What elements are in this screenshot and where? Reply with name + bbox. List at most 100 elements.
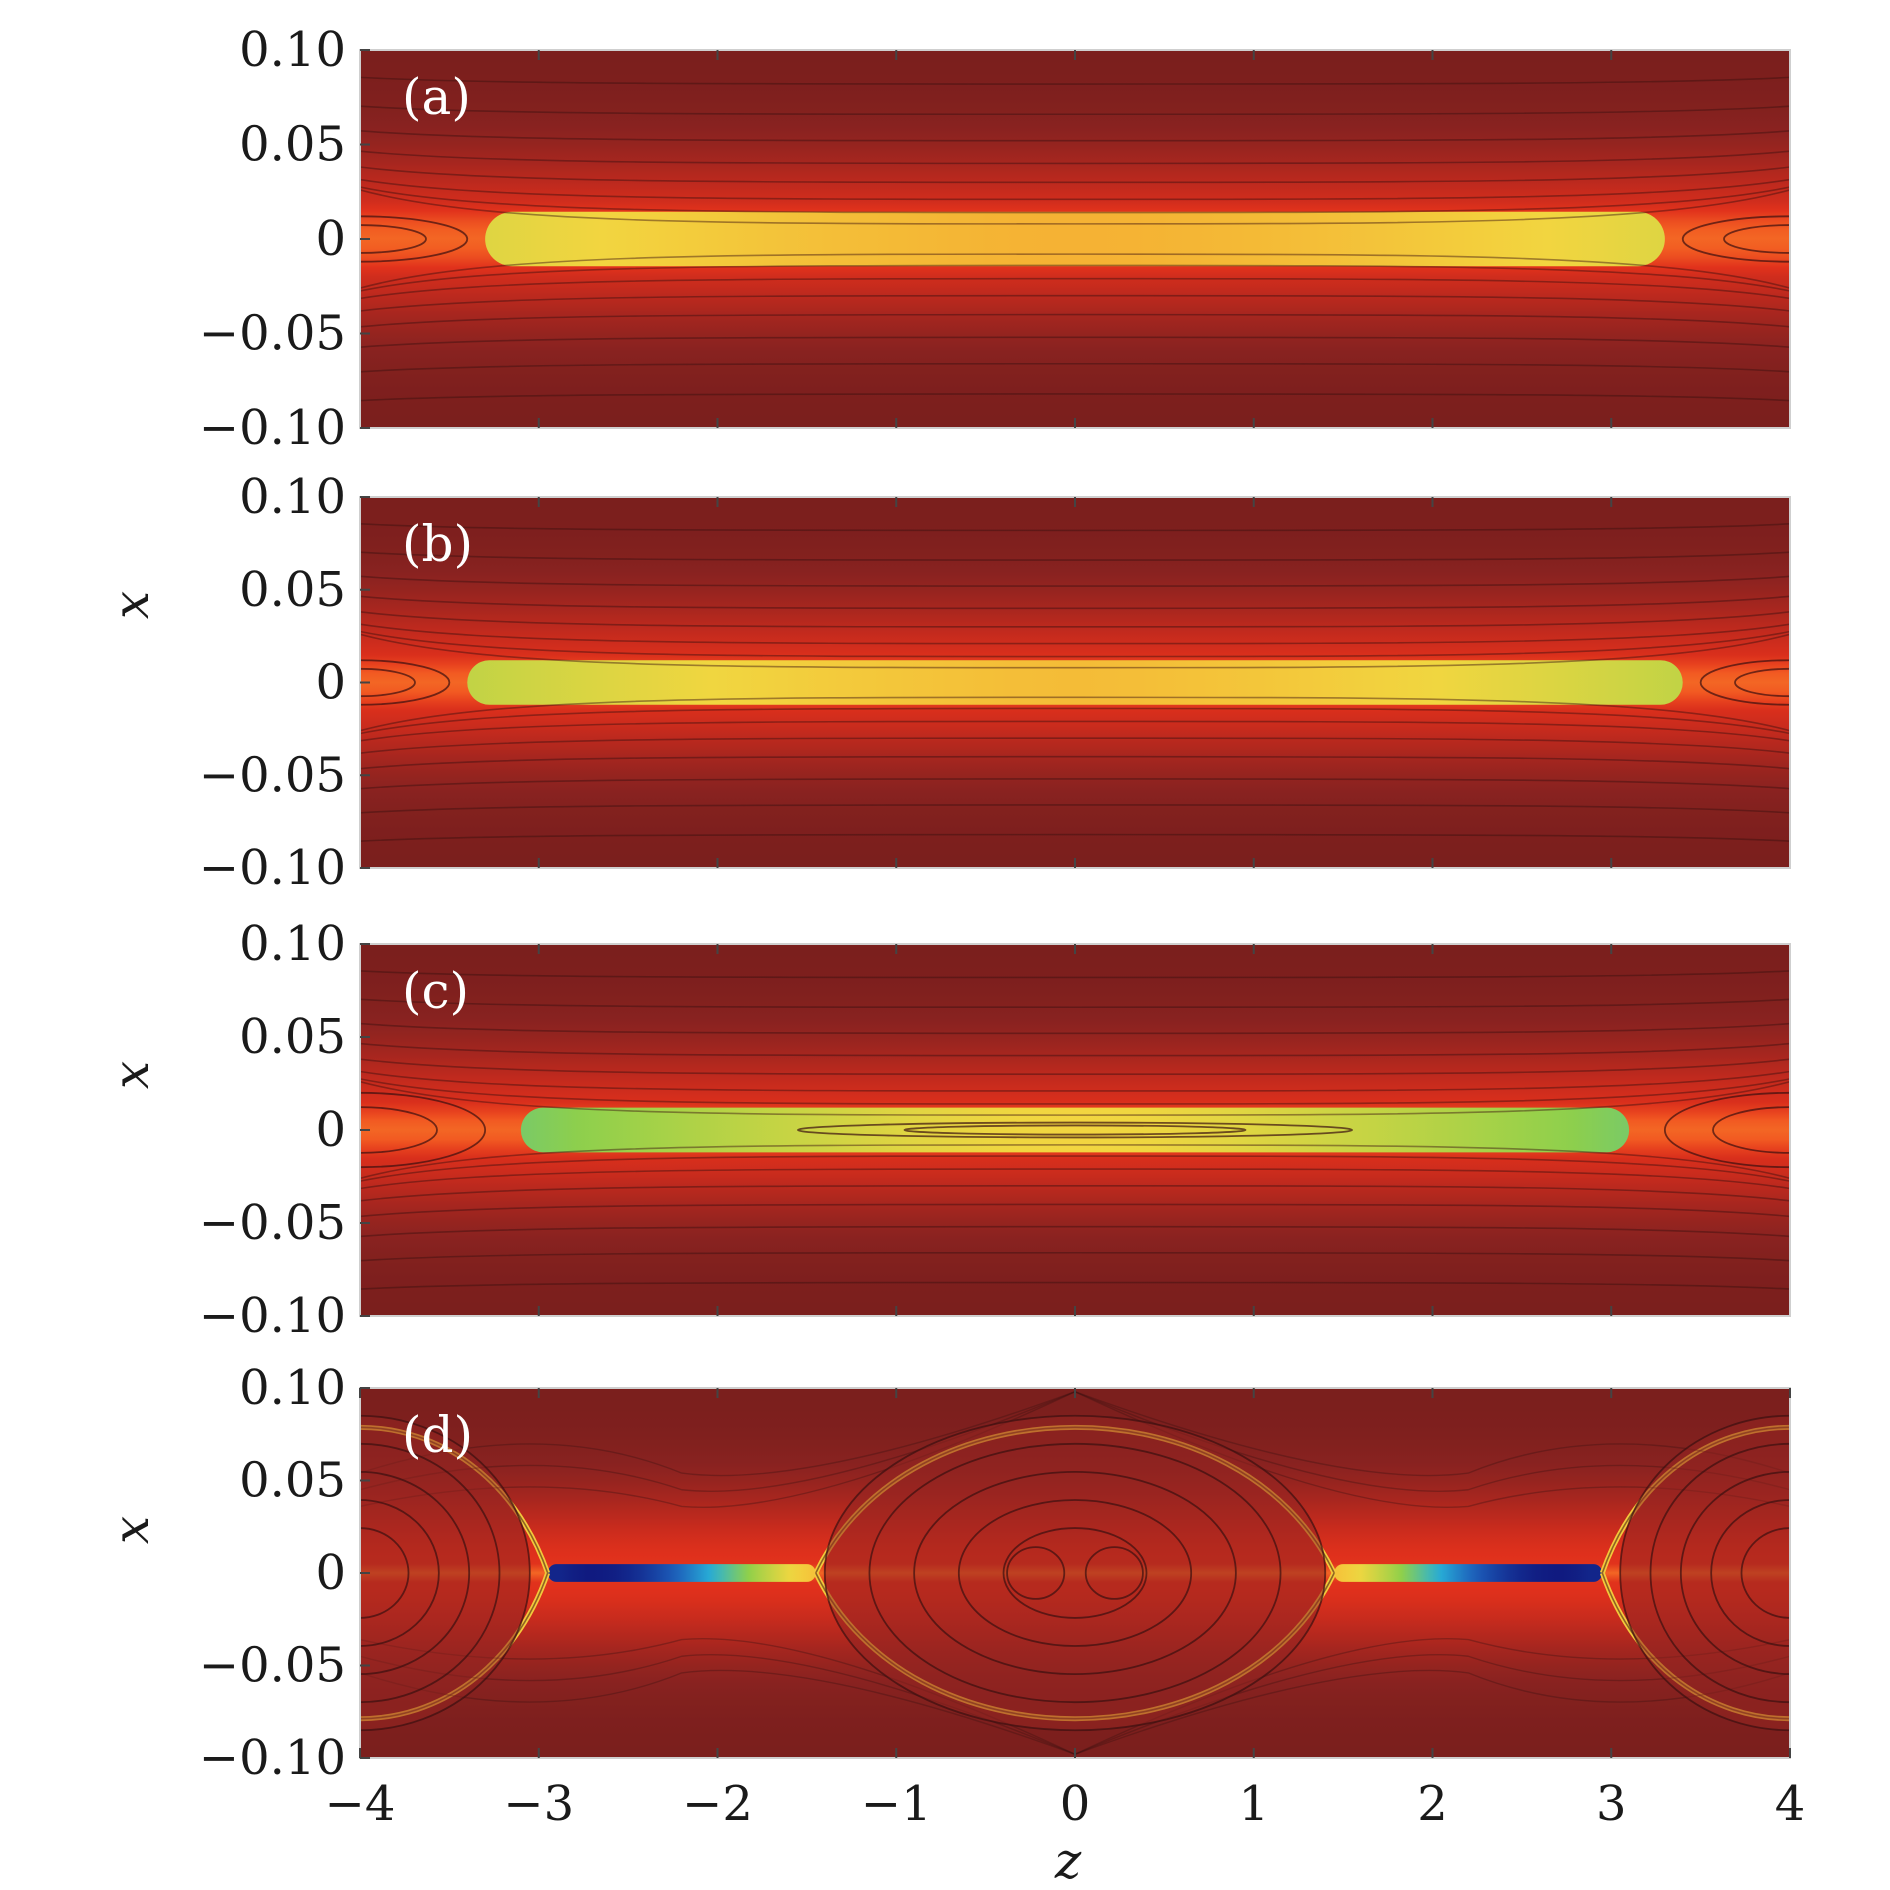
y-tick-label: −0.05 bbox=[199, 1195, 346, 1251]
contour-line bbox=[360, 1155, 1790, 1182]
island-contour bbox=[1006, 1546, 1066, 1600]
contour-line bbox=[360, 720, 1790, 742]
y-axis-label-b: x bbox=[102, 591, 160, 619]
panel-a: (a) 0.10 0.05 0 −0.05 −0.10 bbox=[199, 22, 1791, 456]
contour-line bbox=[360, 294, 1790, 312]
y-tick-label: −0.05 bbox=[199, 306, 346, 362]
contour-line bbox=[360, 623, 1790, 645]
current-sheet bbox=[485, 211, 1665, 267]
contour-line bbox=[360, 1078, 1790, 1105]
y-axis-label-c: x bbox=[102, 1061, 160, 1089]
island-contour bbox=[957, 1499, 1193, 1647]
island-contour bbox=[1679, 1471, 1790, 1675]
contour-line bbox=[360, 778, 1790, 790]
contour-line bbox=[360, 166, 1790, 184]
island-contour bbox=[903, 1124, 1247, 1136]
island-contour bbox=[360, 1414, 531, 1732]
y-tick-label: 0.10 bbox=[239, 916, 346, 972]
contour-line bbox=[360, 998, 1790, 1009]
y-tick-label: 0 bbox=[315, 211, 346, 267]
contour-line bbox=[360, 755, 1790, 770]
y-tick-label: 0.05 bbox=[239, 562, 346, 618]
contour-line bbox=[360, 737, 1790, 754]
contour-line bbox=[360, 633, 1790, 669]
contour-line bbox=[360, 76, 1790, 85]
island-contour bbox=[360, 1442, 501, 1704]
panel-label: (a) bbox=[402, 68, 471, 126]
contour-line bbox=[360, 707, 1790, 735]
y-tick-label: 0.05 bbox=[239, 1009, 346, 1065]
x-tick-label: −1 bbox=[861, 1776, 932, 1832]
island-contour bbox=[1084, 1546, 1144, 1600]
island-contour bbox=[823, 1414, 1327, 1732]
contour-line bbox=[360, 264, 1790, 292]
island-contour bbox=[797, 1121, 1353, 1139]
island-contour bbox=[360, 659, 451, 706]
island-contour bbox=[1664, 1091, 1790, 1169]
panel-b: (b) 0.10 0.05 0 −0.05 −0.10 bbox=[199, 469, 1791, 896]
panel-c: (c) 0.10 0.05 0 −0.05 −0.10 bbox=[199, 916, 1791, 1344]
x-tick-label: 4 bbox=[1775, 1776, 1806, 1832]
island-contour bbox=[360, 1106, 438, 1154]
current-sheet bbox=[467, 660, 1683, 705]
x-tick-label: 1 bbox=[1238, 1776, 1269, 1832]
contour-line bbox=[360, 575, 1790, 587]
current-sheet bbox=[547, 1564, 816, 1582]
heatmap-field bbox=[360, 50, 1790, 428]
x-tick-label: 2 bbox=[1417, 1776, 1448, 1832]
contour-line bbox=[360, 1042, 1790, 1057]
island-contour bbox=[360, 224, 427, 254]
island-contour bbox=[1712, 1106, 1790, 1154]
contour-line bbox=[360, 551, 1790, 561]
contour-line bbox=[360, 595, 1790, 610]
y-tick-label: −0.10 bbox=[199, 1730, 346, 1786]
x-tick-label: 3 bbox=[1596, 1776, 1627, 1832]
y-tick-label: 0.05 bbox=[239, 117, 346, 173]
y-tick-label: 0 bbox=[315, 1102, 346, 1158]
x-tick-label: −4 bbox=[325, 1776, 396, 1832]
contour-line bbox=[360, 1185, 1790, 1202]
island-contour bbox=[913, 1471, 1237, 1675]
island-contour bbox=[1002, 1527, 1148, 1619]
x-tick-label: −2 bbox=[682, 1776, 753, 1832]
island-contour bbox=[360, 1471, 471, 1675]
y-axis-label-d: x bbox=[102, 1516, 160, 1544]
current-sheet bbox=[1334, 1564, 1603, 1582]
contour-line bbox=[360, 1144, 1790, 1180]
y-tick-label: 0.10 bbox=[239, 1360, 346, 1416]
contour-line bbox=[360, 804, 1790, 814]
contour-line bbox=[360, 970, 1790, 979]
contour-line bbox=[360, 178, 1790, 201]
contour-line bbox=[360, 1203, 1790, 1218]
heatmap-field bbox=[360, 944, 1790, 1316]
island-contour bbox=[1734, 667, 1790, 698]
contour-line bbox=[360, 189, 1790, 225]
island-contour bbox=[1619, 1414, 1790, 1732]
y-tick-label: 0.10 bbox=[239, 469, 346, 525]
contour-line bbox=[360, 1168, 1790, 1190]
y-tick-label: 0 bbox=[315, 655, 346, 711]
contour-line bbox=[360, 523, 1790, 532]
island-contour bbox=[360, 1499, 440, 1647]
island-contour bbox=[360, 215, 469, 263]
contour-line bbox=[360, 1022, 1790, 1035]
contour-line bbox=[360, 150, 1790, 165]
contour-line bbox=[360, 1070, 1790, 1092]
contour-line bbox=[360, 1281, 1790, 1290]
island-contour bbox=[1723, 224, 1790, 254]
y-tick-label: −0.10 bbox=[199, 1288, 346, 1344]
x-tick-label: −3 bbox=[503, 1776, 574, 1832]
y-tick-label: 0.05 bbox=[239, 1453, 346, 1509]
island-contour bbox=[868, 1442, 1282, 1704]
contour-line bbox=[360, 277, 1790, 300]
contour-line bbox=[360, 1080, 1790, 1116]
contour-line bbox=[360, 105, 1790, 116]
y-tick-label: −0.10 bbox=[199, 400, 346, 456]
x-tick-label: 0 bbox=[1060, 1776, 1091, 1832]
contour-line bbox=[360, 186, 1790, 214]
contour-line bbox=[360, 130, 1790, 142]
island-contour bbox=[1699, 659, 1790, 706]
contour-line bbox=[360, 336, 1790, 348]
panel-label: (c) bbox=[402, 962, 469, 1020]
